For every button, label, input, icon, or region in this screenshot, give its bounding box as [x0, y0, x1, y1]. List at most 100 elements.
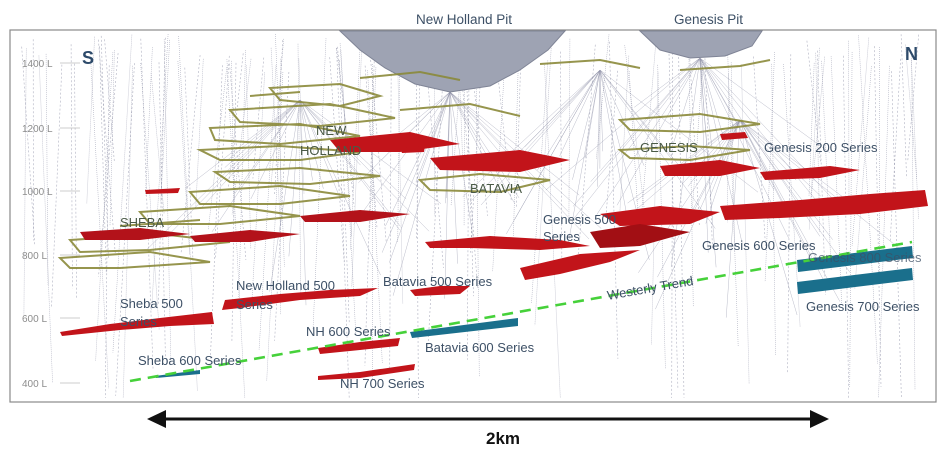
batavia-500-series-label: Batavia 500 Series	[383, 274, 493, 289]
drillhole-trace	[506, 69, 601, 235]
drillhole-trace	[145, 47, 153, 196]
drillhole-trace	[336, 47, 354, 188]
drillhole-trace	[224, 99, 301, 168]
drillhole-trace	[158, 37, 166, 306]
drillhole-trace	[266, 71, 284, 382]
orebody-sheba-mid	[190, 230, 300, 242]
drillhole-trace	[638, 119, 741, 273]
lode-sheba-600	[155, 370, 200, 378]
drillhole-trace	[23, 48, 27, 315]
drillhole-trace	[808, 47, 820, 230]
drillhole-trace	[178, 35, 198, 391]
drillhole-trace	[115, 63, 135, 396]
drillhole-trace	[100, 35, 109, 260]
drillhole-trace	[339, 43, 352, 238]
drillhole-trace	[516, 56, 522, 208]
drillhole-trace	[251, 72, 265, 304]
drillhole-trace	[739, 119, 821, 197]
drillhole-trace	[572, 69, 601, 180]
drillhole-trace	[806, 40, 821, 162]
drillhole-trace	[537, 69, 601, 171]
drillhole-trace	[544, 64, 561, 399]
drillhole-trace	[258, 65, 277, 350]
drillhole-trace	[849, 51, 853, 389]
pit-shells	[338, 30, 763, 93]
drillhole-trace	[415, 36, 419, 399]
orebody-genesis-200	[760, 166, 860, 180]
deep-lodes	[155, 246, 913, 378]
drillhole-trace	[641, 34, 657, 216]
orebody-genesis-600	[590, 224, 690, 248]
drillhole-trace	[151, 33, 169, 311]
drillhole-trace	[339, 60, 350, 325]
drillhole-trace	[480, 69, 601, 206]
drillhole-trace	[177, 60, 190, 255]
drillhole-trace	[150, 72, 165, 214]
drillhole-trace	[739, 119, 843, 197]
drillhole-trace	[609, 41, 619, 359]
drillhole-trace	[185, 99, 301, 189]
drillhole-trace	[699, 57, 831, 154]
scale-bar-right-arrowhead	[810, 410, 829, 428]
drillhole-trace	[158, 62, 166, 357]
drillhole-trace	[396, 38, 404, 304]
drillhole-trace	[275, 33, 285, 267]
north-direction-label: N	[905, 44, 918, 64]
lode-batavia-600	[410, 318, 518, 338]
drillhole-trace	[231, 60, 235, 221]
orebody-nh-600	[318, 338, 400, 354]
drillhole-trace	[534, 47, 552, 326]
drillhole-trace	[45, 53, 49, 285]
drillhole-trace	[51, 64, 63, 308]
orebody-nh-500	[222, 288, 378, 310]
drillhole-trace	[624, 45, 645, 208]
orebody-nh-700	[318, 364, 415, 380]
drillhole-trace	[463, 36, 465, 227]
drillhole-trace	[462, 69, 601, 197]
drillhole-trace	[299, 99, 400, 231]
underground-development	[57, 58, 771, 269]
genesis-200-series-label: Genesis 200 Series	[764, 140, 878, 155]
orebody-sheba-upper	[80, 228, 190, 240]
drillhole-trace	[599, 69, 716, 229]
drillhole-trace	[340, 50, 357, 335]
drillhole-trace	[739, 119, 833, 240]
drillhole-trace	[599, 69, 686, 174]
orebody-genesis-east	[720, 190, 928, 220]
drillhole-trace	[727, 51, 739, 347]
drillhole-trace	[95, 52, 114, 362]
drillhole-trace	[874, 46, 882, 387]
orebody-new-holland	[330, 132, 460, 152]
drillhole-trace	[392, 91, 451, 296]
drillhole-trace	[353, 91, 451, 225]
sheba-500-series-label-line1: Sheba 500	[120, 296, 183, 311]
drillhole-trace	[180, 55, 201, 254]
drillhole-trace	[599, 69, 672, 159]
drillhole-trace	[572, 57, 701, 207]
genesis-800-series-label: Genesis 800 Series	[808, 250, 922, 265]
drillhole-trace	[74, 63, 77, 298]
drillhole-trace	[739, 119, 851, 273]
new-holland-500-series-label-line1: New Holland 500	[236, 278, 335, 293]
drillhole-trace	[559, 69, 601, 157]
drillhole-trace	[210, 65, 223, 359]
drillhole-trace	[911, 52, 916, 391]
drillhole-trace	[38, 55, 53, 384]
drillhole-trace	[299, 99, 324, 189]
drillhole-trace	[211, 99, 301, 232]
scale-bar-left-arrowhead	[147, 410, 166, 428]
elevation-label-1400: 1400 L	[22, 59, 53, 70]
orebody-small-1	[145, 188, 180, 194]
drillhole-trace	[465, 35, 474, 297]
genesis-500-series-label-line1: Genesis 500	[543, 212, 616, 227]
drillhole-trace	[231, 62, 237, 342]
drillhole-trace	[245, 65, 252, 250]
drillhole-trace	[730, 62, 735, 252]
drillhole-trace	[568, 38, 571, 223]
sheba-600-series-label: Sheba 600 Series	[138, 353, 242, 368]
orebody-batavia-500-upper	[425, 236, 590, 250]
drillhole-trace	[699, 57, 713, 147]
nh-600-series-label: NH 600 Series	[306, 324, 391, 339]
drillhole-trace	[900, 34, 907, 179]
batavia-deposit-label: BATAVIA	[470, 181, 522, 196]
